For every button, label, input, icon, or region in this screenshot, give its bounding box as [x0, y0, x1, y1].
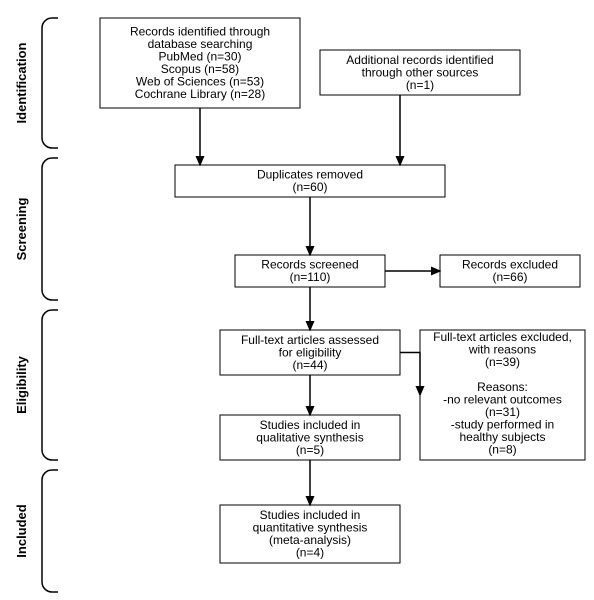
stage-label: Screening [14, 198, 29, 261]
flow-box-text: (n=4) [296, 546, 324, 560]
stage-bracket [42, 18, 58, 148]
stage-bracket [42, 470, 58, 592]
stage-label: Included [14, 504, 29, 558]
stage-label: Eligibility [14, 355, 29, 414]
flow-box-text: (n=8) [488, 443, 516, 457]
stage-label: Identification [14, 42, 29, 123]
flow-box-text: (n=44) [292, 358, 327, 372]
flow-box-text: (n=110) [290, 270, 331, 284]
stage-bracket [42, 310, 58, 460]
flow-box-text: (n=39) [485, 355, 520, 369]
flow-arrow [400, 353, 420, 396]
flow-box-text: (n=5) [296, 443, 324, 457]
stage-bracket [42, 158, 58, 300]
flow-box-text: (n=1) [406, 78, 434, 92]
flow-box-text: (n=60) [292, 180, 327, 194]
flow-box-text: Cochrane Library (n=28) [135, 87, 265, 101]
prisma-flowchart: Identification Screening Eligibility Includ… [0, 0, 594, 600]
flow-box-text: (n=66) [492, 270, 527, 284]
